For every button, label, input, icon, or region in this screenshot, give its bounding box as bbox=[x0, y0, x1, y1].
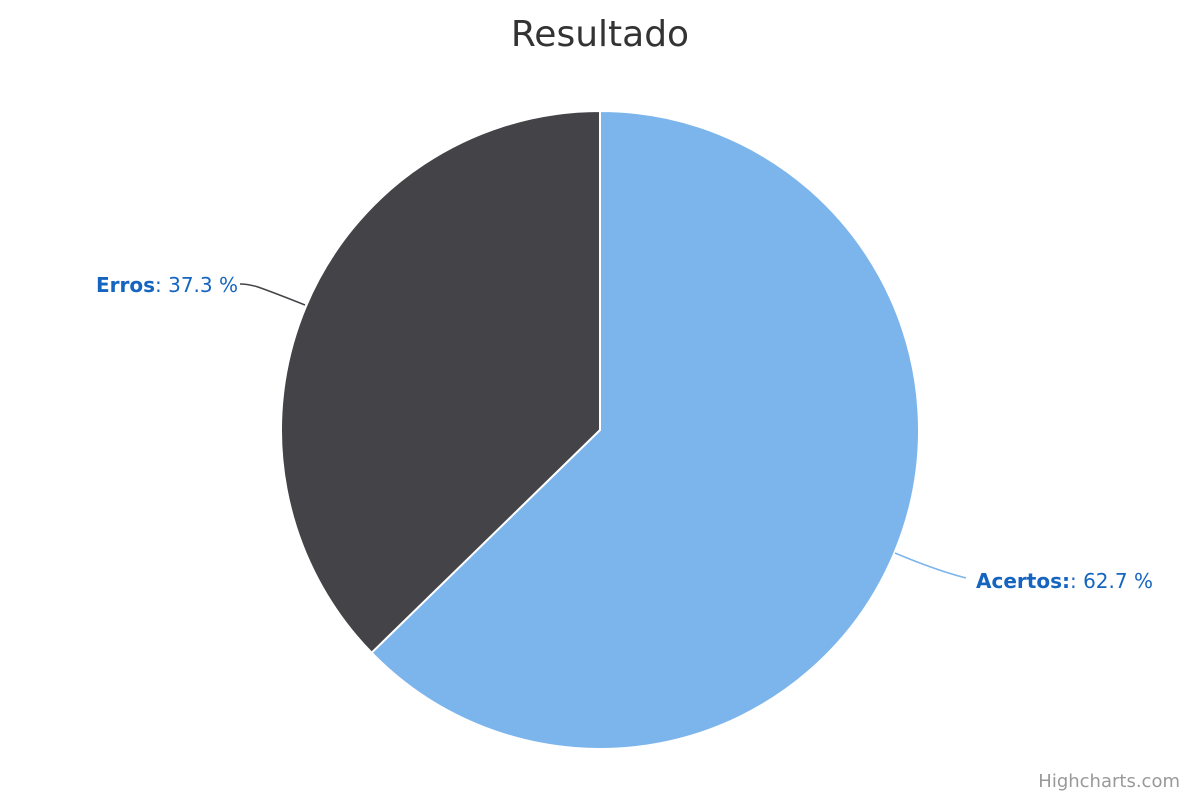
data-label-name: Acertos: bbox=[976, 569, 1070, 593]
label-connector-erros bbox=[239, 283, 306, 306]
credits-link[interactable]: Highcharts.com bbox=[1038, 771, 1180, 792]
data-label-value: : 62.7 % bbox=[1070, 569, 1153, 593]
data-label-erros: Erros: 37.3 % bbox=[96, 273, 238, 297]
pie-slice-acertos[interactable] bbox=[370, 110, 920, 750]
data-label-acertos: Acertos:: 62.7 % bbox=[976, 569, 1153, 593]
label-connector-acertos bbox=[894, 552, 967, 579]
data-label-name: Erros bbox=[96, 273, 155, 297]
pie-slice-erros[interactable] bbox=[280, 110, 601, 654]
chart-title: Resultado bbox=[510, 14, 690, 55]
data-label-value: : 37.3 % bbox=[155, 273, 238, 297]
